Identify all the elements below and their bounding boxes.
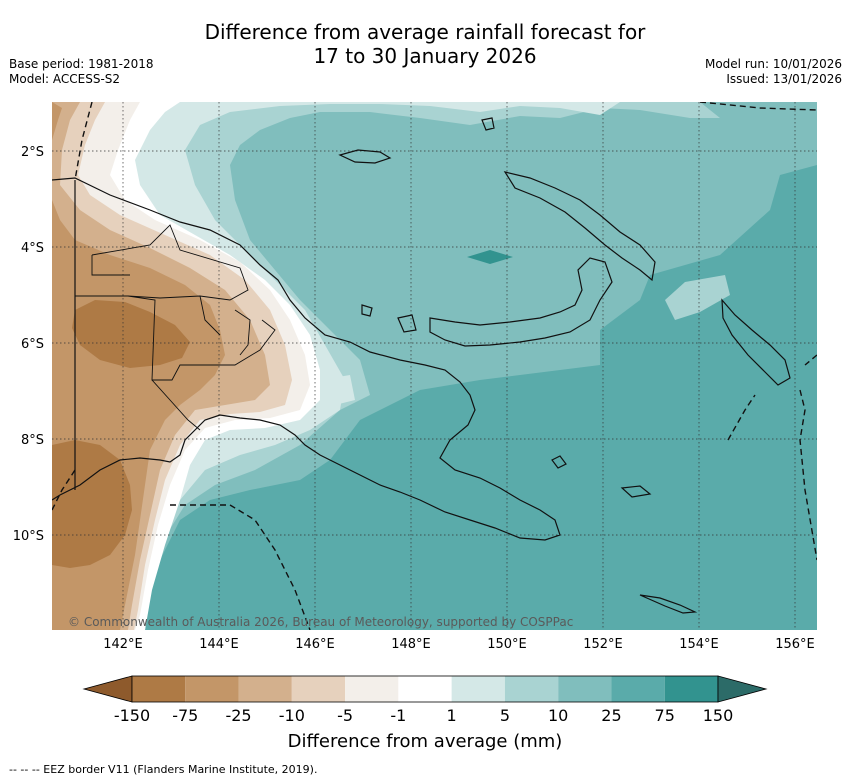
title-line-1: Difference from average rainfall forecas… <box>204 20 646 44</box>
eez-east-3 <box>804 354 817 366</box>
issued-text: Issued: 13/01/2026 <box>726 72 842 86</box>
colorbar-tick-label: -25 <box>225 706 251 725</box>
colorbar-min-extend <box>82 675 133 703</box>
map-plot-area: © Commonwealth of Australia 2026, Bureau… <box>52 102 817 630</box>
louisiade-coastline <box>639 594 698 614</box>
colorbar-swatch <box>238 676 292 702</box>
colorbar-tick-label: 75 <box>655 706 675 725</box>
colorbar-max-extend <box>717 675 768 703</box>
colorbar-swatch <box>132 676 186 702</box>
lon-tick-label: 146°E <box>295 637 335 652</box>
lat-tick-label: 6°S <box>21 337 44 352</box>
colorbar-title: Difference from average (mm) <box>287 731 563 752</box>
colorbar-tick-label: -1 <box>390 706 406 725</box>
colorbar-tick-label: 150 <box>703 706 734 725</box>
small-island-2 <box>361 304 373 317</box>
lat-tick-label: 2°S <box>21 145 44 160</box>
manus-coastline <box>338 149 392 164</box>
new-ireland-coastline <box>503 171 656 282</box>
colorbar-tick-label: 1 <box>447 706 457 725</box>
meta-left: Base period: 1981-2018 Model: ACCESS-S2 <box>9 57 154 87</box>
longitude-labels: 142°E 144°E 146°E 148°E 150°E 152°E 154°E 156°E <box>103 637 815 652</box>
field-band-minus75-minus150 <box>72 300 190 368</box>
new-britain-coastline <box>429 257 613 347</box>
lat-tick-label: 4°S <box>21 241 44 256</box>
base-period-text: Base period: 1981-2018 <box>9 57 154 71</box>
colorbar-swatch <box>345 676 399 702</box>
eez-east-2 <box>799 389 817 561</box>
colorbar-tick-label: -10 <box>279 706 305 725</box>
lat-tick-label: 8°S <box>21 433 44 448</box>
colorbar-swatch <box>504 676 559 702</box>
lon-tick-label: 152°E <box>583 637 623 652</box>
graticule <box>52 102 817 630</box>
colorbar-swatch <box>185 676 239 702</box>
lon-tick-label: 156°E <box>775 637 815 652</box>
colorbar-tick-label: -5 <box>337 706 353 725</box>
woodlark-coastline <box>620 485 652 498</box>
colorbar: -150 -75 -25 -10 -5 -1 1 5 10 25 75 150 <box>82 675 768 725</box>
eez-north <box>699 102 817 111</box>
colorbar-swatch <box>558 676 612 702</box>
new-guinea-coastline <box>52 177 561 541</box>
latitude-labels: 2°S 4°S 6°S 8°S 10°S <box>13 145 44 544</box>
lon-tick-label: 150°E <box>487 637 527 652</box>
colorbar-tick-label: -150 <box>114 706 150 725</box>
coastlines <box>52 117 791 614</box>
model-run-text: Model run: 10/01/2026 <box>704 57 842 71</box>
province-boundaries <box>75 224 276 431</box>
eez-southwest <box>52 469 76 511</box>
field-band-1-5 <box>52 102 620 630</box>
copyright-text: © Commonwealth of Australia 2026, Bureau… <box>68 615 573 629</box>
lon-tick-label: 142°E <box>103 637 143 652</box>
small-island-3 <box>481 117 495 131</box>
bougainville-coastline <box>721 298 791 386</box>
eez-east <box>727 394 756 441</box>
colorbar-tick-label: 10 <box>548 706 568 725</box>
colorbar-tick-label: 5 <box>500 706 510 725</box>
lat-tick-label: 10°S <box>13 529 44 544</box>
lon-tick-label: 154°E <box>679 637 719 652</box>
field-band-minus75-minus150-south <box>52 440 132 568</box>
meta-right: Model run: 10/01/2026 Issued: 13/01/2026 <box>705 57 842 87</box>
colorbar-tick-label: 25 <box>601 706 621 725</box>
colorbar-swatch <box>611 676 665 702</box>
lon-tick-label: 144°E <box>199 637 239 652</box>
colorbar-tick-label: -75 <box>172 706 198 725</box>
eez-footer-note: -- -- -- EEZ border V11 (Flanders Marine… <box>9 763 318 776</box>
model-text: Model: ACCESS-S2 <box>9 72 121 86</box>
lon-tick-label: 148°E <box>391 637 431 652</box>
eez-west <box>74 102 93 181</box>
chart-title: Difference from average rainfall forecas… <box>0 20 850 68</box>
field-patch-5-10 <box>665 275 730 320</box>
colorbar-swatch <box>664 676 718 702</box>
colorbar-swatch <box>291 676 346 702</box>
eez-south <box>170 504 311 630</box>
trobriand-coastline <box>551 455 567 469</box>
field-patch-strong-wet <box>467 250 513 264</box>
colorbar-swatch <box>398 676 452 702</box>
field-patch-1-5 <box>320 375 355 405</box>
colorbar-swatch <box>451 676 505 702</box>
title-line-2: 17 to 30 January 2026 <box>313 44 537 68</box>
small-island <box>397 314 417 333</box>
eez-borders <box>52 102 817 630</box>
